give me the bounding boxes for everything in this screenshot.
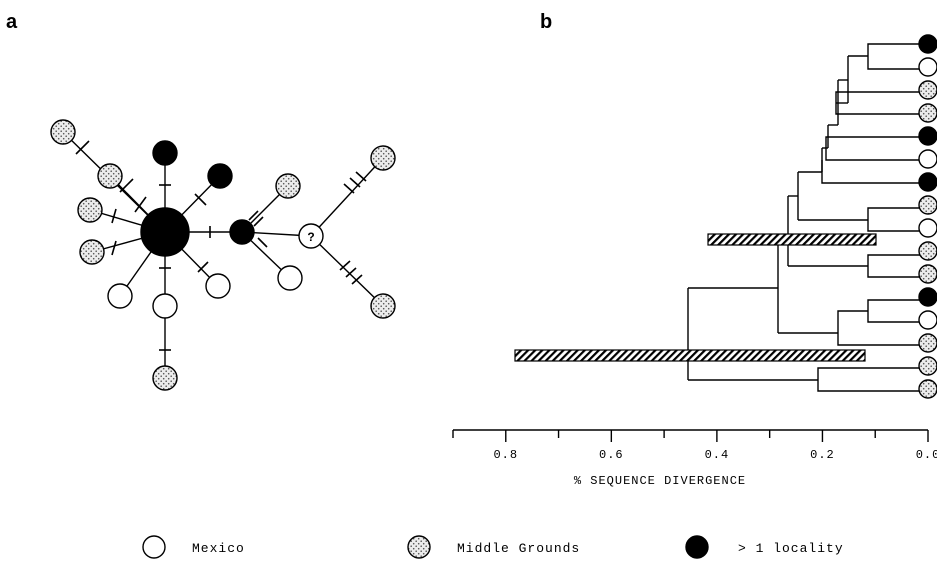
network-node-middle-grounds [370,293,396,319]
tip-node-middle [918,103,937,123]
confidence-bar [514,349,866,362]
network-node-middle-grounds [275,173,301,199]
legend-multi-locality-marker [685,535,709,559]
legend-multi-locality-label: > 1 locality [738,541,844,556]
tip-node-middle [918,195,937,215]
tip-node-locality [918,126,937,146]
x-axis-tick-label: 0.2 [810,448,835,462]
legend-middle-grounds-label: Middle Grounds [457,541,580,556]
tip-node-middle [918,80,937,100]
network-node-unknown [298,223,324,249]
tip-node-locality [918,34,937,54]
panel-label-a: a [6,11,18,33]
tip-node-middle [918,379,937,399]
tip-node-mexico [918,310,937,330]
panel-label-b: b [540,11,552,33]
network-node-hub [140,207,190,257]
x-axis-tick-label: 0.4 [705,448,730,462]
x-axis-tick-label: 0.6 [599,448,624,462]
mutation-ticks [75,140,367,351]
legend-mexico-marker [142,535,166,559]
tip-node-middle [918,356,937,376]
network-node-middle-grounds [50,119,76,145]
network-node-mexico [107,283,133,309]
network-node-middle-grounds [152,365,178,391]
network-node-mexico [277,265,303,291]
network-node-middle-grounds [370,145,396,171]
network-edge [310,157,384,237]
network-node-middle-grounds [97,163,123,189]
tip-node-middle [918,333,937,353]
network-node-locality [207,163,233,189]
tip-node-mexico [918,218,937,238]
legend: Mexico Middle Grounds > 1 locality [142,535,844,559]
network-node-locality [152,140,178,166]
network-node-middle-grounds [77,197,103,223]
x-axis-label: % SEQUENCE DIVERGENCE [574,474,746,488]
tip-node-middle [918,241,937,261]
confidence-bar [707,233,877,246]
unknown-node-label: ? [307,230,314,244]
dendrogram [687,43,928,392]
tip-node-locality [918,287,937,307]
haplotype-network [50,119,396,391]
legend-middle-grounds-marker [407,535,431,559]
x-axis-tick-label: 0.8 [493,448,518,462]
network-node-middle-grounds [79,239,105,265]
dendrogram-tips [918,34,937,399]
tip-node-locality [918,172,937,192]
tip-node-middle [918,264,937,284]
tip-node-mexico [918,57,937,77]
x-axis-tick-label: 0.0 [916,448,937,462]
network-node-locality [229,219,255,245]
network-edge [310,235,384,307]
network-node-mexico [205,273,231,299]
x-axis-ticks: 0.8 0.6 0.4 0.2 0.0 [452,430,937,462]
tip-node-mexico [918,149,937,169]
network-node-mexico [152,293,178,319]
legend-mexico-label: Mexico [192,541,245,556]
